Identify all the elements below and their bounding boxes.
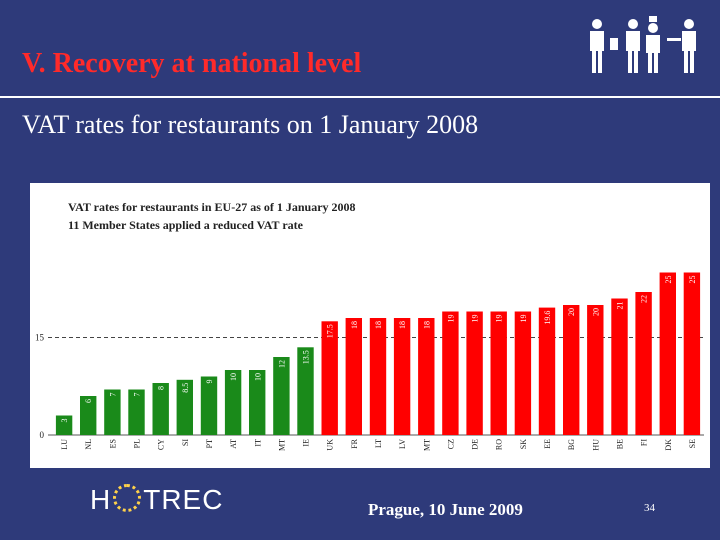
category-label: HU xyxy=(591,439,600,451)
bar-se xyxy=(683,272,701,435)
category-label: SE xyxy=(688,439,697,448)
bar-value-label: 9 xyxy=(205,380,214,384)
bar-fi xyxy=(635,292,652,435)
bar-be xyxy=(611,298,628,435)
bar-value-label: 8 xyxy=(157,386,166,390)
footer-date: Prague, 10 June 2009 xyxy=(368,500,523,519)
category-label: DE xyxy=(471,439,480,450)
bar-value-label: 19 xyxy=(446,315,455,323)
category-label: EE xyxy=(543,439,552,449)
bar-lv xyxy=(393,318,411,435)
bar-fr xyxy=(345,318,362,435)
bar-si xyxy=(176,379,193,436)
category-label: UK xyxy=(326,439,335,451)
bar-value-label: 20 xyxy=(591,308,600,316)
bar-value-label: 18 xyxy=(374,321,383,329)
bar-value-label: 7 xyxy=(133,393,142,397)
bar-value-label: 21 xyxy=(616,302,625,310)
people-icon xyxy=(590,16,696,73)
bar-value-label: 10 xyxy=(253,373,262,381)
category-label: SI xyxy=(181,439,190,446)
category-label: CZ xyxy=(446,439,455,449)
category-label: NL xyxy=(84,439,93,450)
bar-value-label: 20 xyxy=(567,308,576,316)
category-label: CY xyxy=(157,439,166,450)
bar-it xyxy=(249,370,266,435)
bar-at xyxy=(224,370,242,435)
bar-value-label: 19.6 xyxy=(543,311,552,325)
bar-es xyxy=(104,389,121,435)
title-divider xyxy=(0,96,720,98)
bar-ee xyxy=(538,307,556,435)
category-label: DK xyxy=(664,439,673,451)
category-label: BG xyxy=(567,439,576,450)
bar-value-label: 6 xyxy=(84,399,93,403)
category-label: MT xyxy=(277,439,286,451)
category-label: FR xyxy=(350,438,359,448)
bar-de xyxy=(466,311,483,435)
bar-uk xyxy=(321,321,338,436)
bar-hu xyxy=(587,305,604,435)
category-label: FI xyxy=(640,439,649,446)
bar-value-label: 25 xyxy=(664,276,673,284)
bar-cy xyxy=(152,383,169,435)
category-label: LU xyxy=(60,439,69,450)
bar-bg xyxy=(563,305,580,435)
bar-value-label: 18 xyxy=(398,321,407,329)
slide-title: V. Recovery at national level xyxy=(22,48,362,79)
bar-value-label: 3 xyxy=(60,419,69,423)
category-label: RO xyxy=(495,439,504,450)
bar-value-label: 10 xyxy=(229,373,238,381)
bar-value-label: 18 xyxy=(350,321,359,329)
bar-value-label: 12 xyxy=(277,360,286,368)
category-label: PT xyxy=(205,439,214,448)
bar-value-label: 19 xyxy=(495,315,504,323)
category-label: IT xyxy=(253,439,262,447)
bar-value-label: 25 xyxy=(688,276,697,284)
bar-mt xyxy=(418,318,435,435)
plot-area: 0 15 3 LU 6 NL 7 ES 7 PL 8 CY 8.5 SI 9 PT 10 AT 10 IT 12 MT 13… xyxy=(35,272,704,451)
category-label: AT xyxy=(229,439,238,449)
y-tick-label: 0 xyxy=(40,430,45,440)
bar-ie xyxy=(297,347,314,436)
bar-value-label: 22 xyxy=(640,295,649,303)
bar-ro xyxy=(490,311,507,435)
bar-cz xyxy=(442,311,459,435)
bar-lt xyxy=(369,318,387,435)
slide-subtitle: VAT rates for restaurants on 1 January 2… xyxy=(22,110,479,139)
category-label: PL xyxy=(133,439,142,448)
bar-pl xyxy=(128,389,145,435)
bar-value-label: 7 xyxy=(108,393,117,397)
bar-value-label: 18 xyxy=(422,321,431,329)
bar-value-label: 8.5 xyxy=(181,383,190,393)
chart-subtitle: 11 Member States applied a reduced VAT r… xyxy=(68,218,304,232)
bar-dk xyxy=(659,272,676,435)
logo-text-right: TREC xyxy=(143,484,224,515)
bar-value-label: 17.5 xyxy=(326,324,335,338)
category-label: LV xyxy=(398,439,407,449)
bar-sk xyxy=(514,311,532,435)
bar-value-label: 13.5 xyxy=(302,350,311,364)
logo-ring-icon xyxy=(113,484,142,512)
vat-bar-chart: VAT rates for restaurants in EU-27 as of… xyxy=(35,200,704,451)
logo-text-left: H xyxy=(90,484,112,515)
chart-title: VAT rates for restaurants in EU-27 as of… xyxy=(68,200,356,214)
bar-value-label: 19 xyxy=(519,315,528,323)
bar-nl xyxy=(80,396,97,435)
y-tick-label: 15 xyxy=(35,333,45,343)
bar-pt xyxy=(200,376,218,435)
slide-number: 34 xyxy=(644,502,655,514)
chart-panel: VAT rates for restaurants in EU-27 as of… xyxy=(30,183,710,468)
hotrec-logo: H TREC xyxy=(90,484,223,516)
bar-mt xyxy=(273,357,290,435)
bar-lu xyxy=(55,415,73,435)
category-label: ES xyxy=(108,439,117,448)
category-label: SK xyxy=(519,439,528,449)
bar-value-label: 19 xyxy=(471,315,480,323)
category-label: IE xyxy=(302,439,311,447)
category-label: BE xyxy=(616,439,625,449)
category-label: MT xyxy=(422,439,431,451)
category-label: LT xyxy=(374,439,383,448)
